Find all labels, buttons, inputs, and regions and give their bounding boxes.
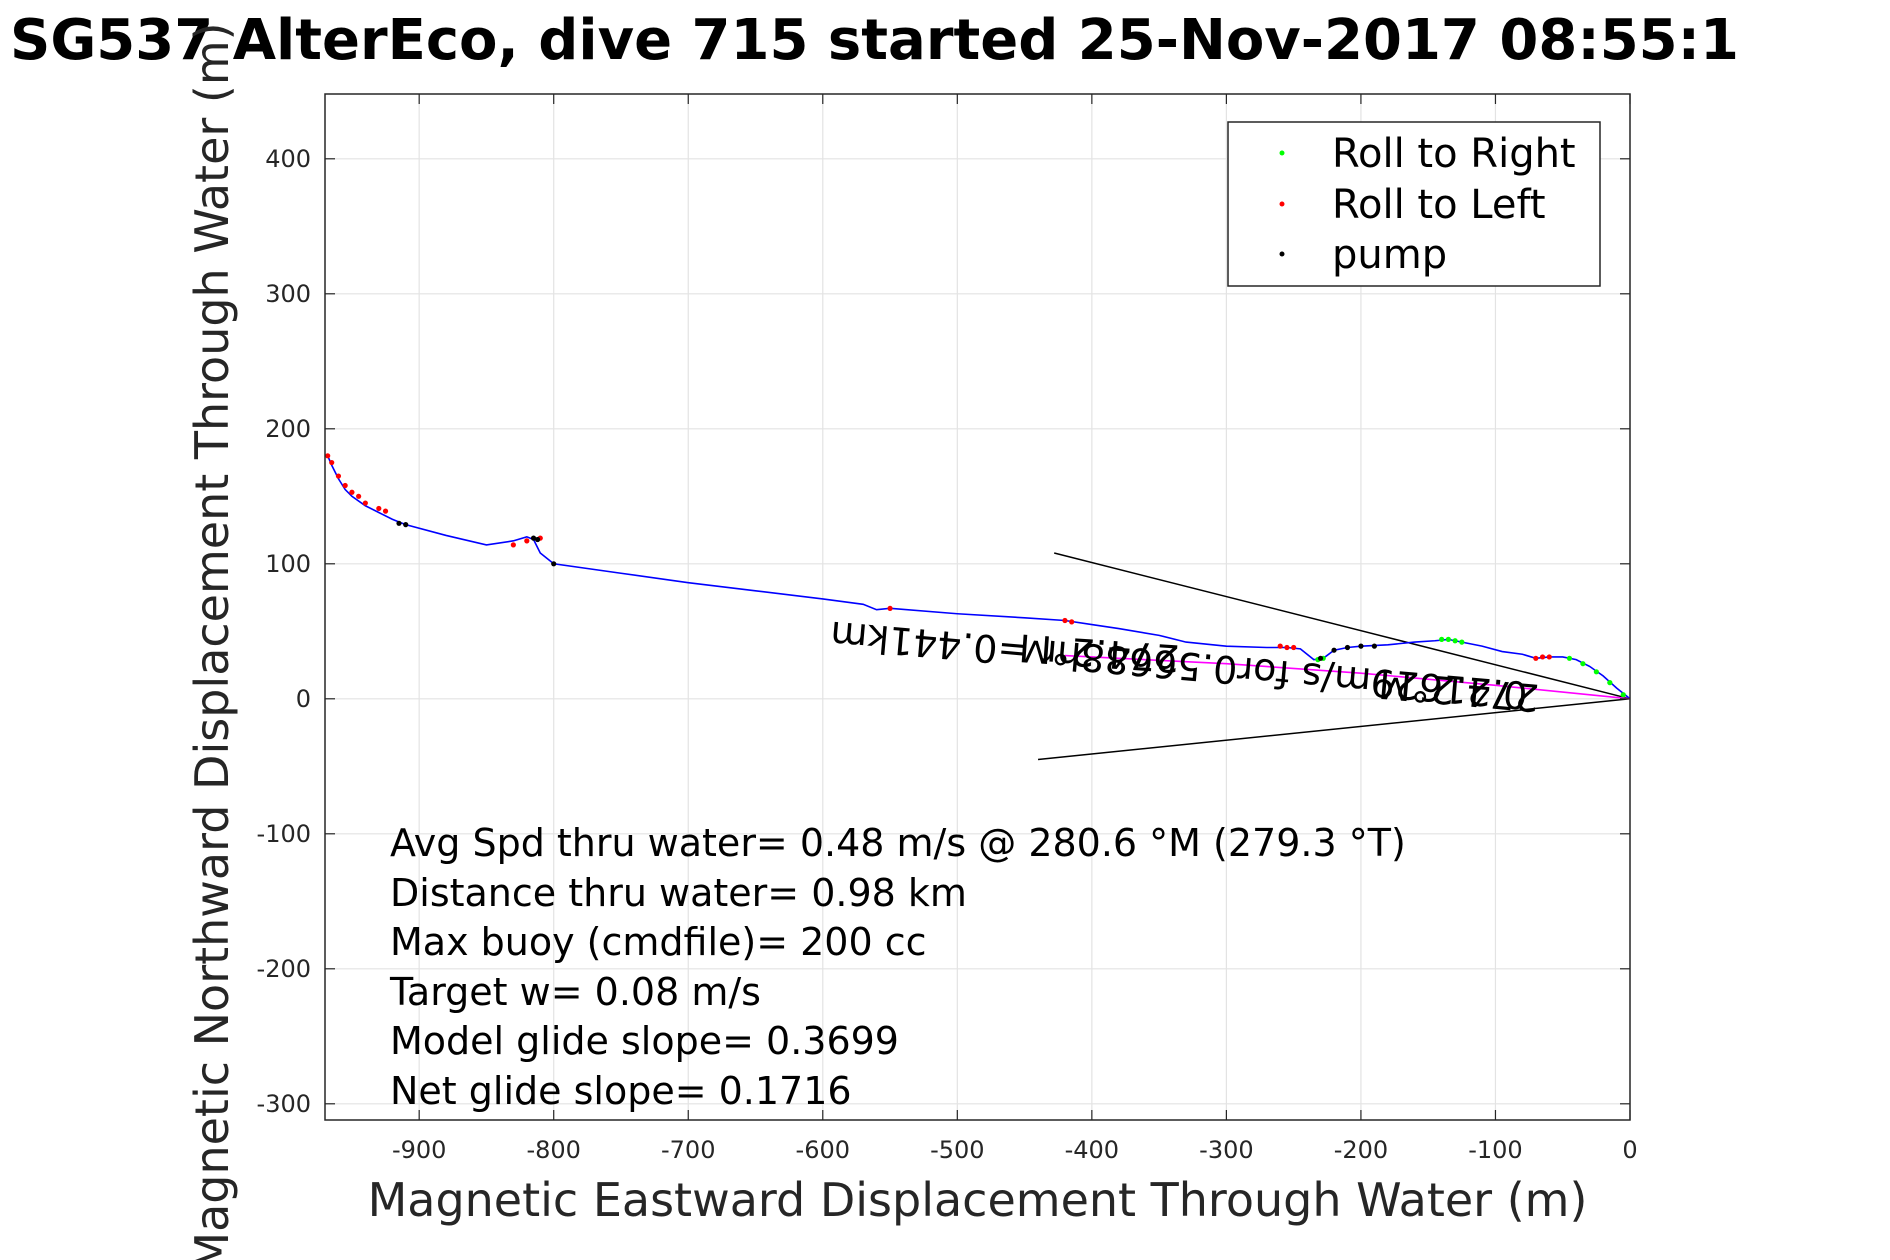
x-tick-label: -400 xyxy=(1065,1136,1119,1164)
x-tick-label: -600 xyxy=(796,1136,850,1164)
roll-right-marker xyxy=(1620,692,1626,698)
roll-right-marker xyxy=(1607,680,1613,686)
legend-box xyxy=(1227,121,1601,287)
axes-box xyxy=(324,93,1631,1121)
roll-left-marker xyxy=(335,473,342,479)
roll-left-marker xyxy=(342,482,348,489)
reference-line xyxy=(1054,552,1631,700)
x-tick-label: -700 xyxy=(661,1136,715,1164)
annotation-avg-speed: Avg Spd thru water= 0.48 m/s @ 280.6 °M … xyxy=(390,821,1406,865)
roll-left-marker xyxy=(1277,643,1283,649)
roll-left-marker xyxy=(524,538,530,544)
legend-marker-roll-right xyxy=(1279,150,1285,156)
roll-right-marker xyxy=(1593,669,1599,675)
roll-right-marker xyxy=(1459,639,1465,645)
pump-marker xyxy=(551,561,557,567)
pump-marker xyxy=(1371,643,1377,649)
legend-marker-pump xyxy=(1279,251,1285,257)
y-axis-label: Magnetic Northward Displacement Through … xyxy=(185,22,239,1260)
roll-left-marker xyxy=(376,505,382,512)
roll-left-marker xyxy=(382,508,389,514)
roll-left-marker xyxy=(1069,619,1075,625)
roll-right-marker xyxy=(1452,638,1458,644)
annotations: Avg Spd thru water= 0.48 m/s @ 280.6 °M … xyxy=(389,821,1406,1113)
ticks: -900 -800 -700 -600 -500 -400 -300 -200 -100 0 -30… xyxy=(257,94,1638,1164)
legend: Roll to Right Roll to Left pump xyxy=(1227,121,1601,287)
series-line xyxy=(326,455,1631,700)
annotation-target-w: Target w= 0.08 m/s xyxy=(389,970,761,1014)
markers xyxy=(325,453,1626,698)
x-tick-label: -200 xyxy=(1334,1136,1388,1164)
roll-left-marker xyxy=(1546,654,1552,660)
legend-marker-roll-left xyxy=(1279,201,1285,207)
chart-title: SG537 AlterEco, dive 715 started 25-Nov-… xyxy=(10,8,1739,73)
annotation-model-glide: Model glide slope= 0.3699 xyxy=(390,1019,899,1063)
pump-marker xyxy=(1317,655,1324,661)
roll-left-marker xyxy=(1284,644,1290,651)
y-tick-label: 200 xyxy=(265,415,311,443)
roll-left-marker xyxy=(1533,655,1539,661)
y-tick-label: -200 xyxy=(257,955,311,983)
roll-left-marker xyxy=(349,489,355,495)
y-tick-label: -100 xyxy=(257,820,311,848)
legend-label-roll-left: Roll to Left xyxy=(1332,182,1546,228)
legend-label-pump: pump xyxy=(1332,232,1447,278)
roll-right-marker xyxy=(1580,661,1586,667)
x-tick-label: -500 xyxy=(930,1136,984,1164)
roll-left-marker xyxy=(1062,617,1068,624)
roll-left-marker xyxy=(1539,654,1546,660)
pump-marker xyxy=(530,535,537,541)
roll-right-marker xyxy=(1566,655,1573,661)
annotation-distance: Distance thru water= 0.98 km xyxy=(390,871,967,915)
reference-line xyxy=(1037,698,1631,761)
roll-left-marker xyxy=(887,605,893,611)
y-tick-label: 0 xyxy=(296,685,311,713)
roll-left-marker xyxy=(1291,644,1297,651)
pump-marker xyxy=(1344,644,1351,651)
reference-lines xyxy=(1037,552,1631,761)
x-tick-label: -900 xyxy=(392,1136,446,1164)
x-tick-label: -800 xyxy=(526,1136,580,1164)
annotation-max-buoy: Max buoy (cmdfile)= 200 cc xyxy=(390,920,927,964)
y-tick-label: 100 xyxy=(265,550,311,578)
y-tick-label: 400 xyxy=(265,145,311,173)
x-axis-label: Magnetic Eastward Displacement Through W… xyxy=(368,1173,1588,1227)
roll-left-marker xyxy=(362,500,368,506)
y-tick-label: -300 xyxy=(257,1090,311,1118)
legend-label-roll-right: Roll to Right xyxy=(1332,131,1576,177)
pump-marker xyxy=(1358,643,1364,649)
pump-marker xyxy=(403,522,409,528)
roll-left-marker xyxy=(510,542,516,548)
roll-left-marker xyxy=(325,453,331,459)
series-lines xyxy=(326,455,1631,700)
roll-left-marker xyxy=(329,459,335,466)
pump-marker xyxy=(1331,647,1337,653)
roll-right-marker xyxy=(1445,636,1451,643)
roll-left-marker xyxy=(356,493,362,499)
roll-right-marker xyxy=(1439,636,1445,643)
y-tick-label: 300 xyxy=(265,280,311,308)
x-tick-label: -300 xyxy=(1199,1136,1253,1164)
x-tick-label: -100 xyxy=(1468,1136,1522,1164)
annotation-net-glide: Net glide slope= 0.1716 xyxy=(390,1069,852,1113)
pump-marker xyxy=(534,536,541,543)
series-line xyxy=(1064,654,1631,700)
x-tick-label: 0 xyxy=(1622,1136,1637,1164)
pump-marker xyxy=(396,520,402,526)
